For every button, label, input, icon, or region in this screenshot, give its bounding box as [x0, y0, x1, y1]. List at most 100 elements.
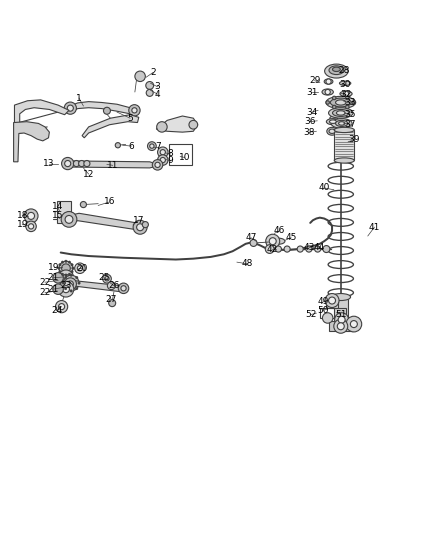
Ellipse shape	[328, 129, 334, 133]
Circle shape	[57, 267, 60, 270]
Ellipse shape	[328, 120, 336, 124]
Circle shape	[333, 319, 347, 333]
Text: 30: 30	[339, 79, 350, 88]
Text: 25: 25	[98, 273, 110, 282]
Text: 40: 40	[318, 183, 329, 192]
Bar	[328, 321, 352, 331]
Ellipse shape	[333, 158, 353, 163]
Circle shape	[314, 246, 320, 252]
Circle shape	[149, 144, 154, 148]
Text: 31: 31	[306, 87, 317, 96]
Text: 17: 17	[133, 216, 144, 225]
Ellipse shape	[333, 325, 347, 330]
Text: 23: 23	[60, 281, 71, 290]
Circle shape	[160, 150, 165, 155]
Circle shape	[145, 82, 153, 90]
Text: 32: 32	[339, 90, 351, 99]
Circle shape	[343, 91, 348, 96]
Bar	[325, 300, 337, 308]
Text: 11: 11	[106, 161, 118, 170]
Circle shape	[345, 316, 361, 332]
Circle shape	[102, 274, 111, 283]
Ellipse shape	[328, 108, 352, 118]
Circle shape	[188, 120, 197, 129]
Ellipse shape	[335, 100, 345, 105]
Text: 37: 37	[344, 120, 355, 129]
Text: 38: 38	[303, 127, 314, 136]
Circle shape	[146, 90, 153, 96]
Circle shape	[74, 263, 85, 273]
Circle shape	[332, 106, 335, 109]
Circle shape	[58, 263, 61, 266]
Ellipse shape	[332, 109, 348, 116]
Circle shape	[345, 106, 348, 109]
Circle shape	[337, 316, 344, 323]
Circle shape	[134, 71, 145, 82]
Circle shape	[71, 263, 73, 266]
Circle shape	[332, 96, 335, 100]
Circle shape	[80, 201, 86, 208]
Circle shape	[65, 215, 73, 223]
Polygon shape	[66, 213, 143, 230]
Circle shape	[350, 320, 357, 328]
Circle shape	[105, 277, 109, 281]
Ellipse shape	[333, 127, 353, 133]
Circle shape	[131, 108, 137, 113]
Ellipse shape	[321, 89, 332, 95]
Ellipse shape	[324, 64, 347, 78]
Circle shape	[160, 157, 165, 163]
Ellipse shape	[329, 116, 337, 120]
Text: 48: 48	[241, 260, 253, 269]
Circle shape	[64, 160, 71, 167]
Circle shape	[64, 276, 67, 279]
Circle shape	[103, 107, 110, 114]
Circle shape	[73, 160, 79, 167]
Ellipse shape	[332, 67, 339, 71]
Text: 26: 26	[108, 281, 119, 290]
Circle shape	[58, 304, 64, 310]
Text: 45: 45	[285, 233, 296, 242]
Polygon shape	[82, 115, 138, 138]
Circle shape	[61, 157, 74, 169]
Polygon shape	[67, 280, 127, 292]
Circle shape	[78, 160, 85, 167]
Circle shape	[334, 313, 348, 327]
Circle shape	[275, 246, 281, 252]
Circle shape	[265, 245, 273, 253]
Circle shape	[64, 287, 67, 290]
Circle shape	[53, 284, 63, 294]
Text: 41: 41	[368, 223, 379, 232]
Polygon shape	[66, 102, 137, 114]
Ellipse shape	[330, 294, 350, 301]
Circle shape	[70, 289, 72, 292]
Circle shape	[283, 246, 290, 252]
Circle shape	[115, 143, 120, 148]
Text: 42: 42	[265, 245, 277, 254]
Circle shape	[265, 234, 279, 248]
Circle shape	[61, 261, 64, 263]
Text: 19: 19	[17, 220, 28, 229]
Text: 2: 2	[150, 68, 155, 77]
Text: 5: 5	[127, 114, 133, 123]
Ellipse shape	[328, 66, 343, 75]
Circle shape	[325, 79, 330, 84]
Circle shape	[305, 246, 311, 252]
Circle shape	[71, 270, 73, 273]
Circle shape	[297, 246, 303, 252]
Circle shape	[26, 221, 36, 232]
Text: 22: 22	[39, 288, 50, 297]
Circle shape	[133, 220, 147, 234]
Circle shape	[68, 261, 71, 263]
Circle shape	[62, 282, 64, 285]
Circle shape	[324, 294, 338, 308]
Text: 20: 20	[76, 264, 88, 273]
Circle shape	[53, 272, 63, 283]
Circle shape	[64, 102, 76, 114]
Circle shape	[120, 286, 126, 291]
Circle shape	[157, 155, 168, 165]
Circle shape	[157, 147, 168, 157]
Circle shape	[345, 96, 348, 100]
Text: 27: 27	[106, 295, 117, 304]
Text: 24: 24	[52, 305, 63, 314]
Text: 13: 13	[42, 159, 54, 168]
